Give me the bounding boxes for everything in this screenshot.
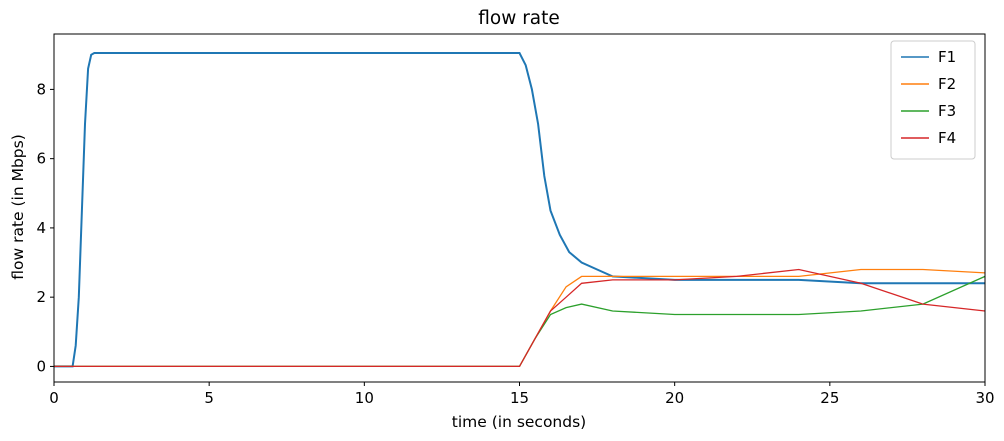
y-tick-label: 0 (36, 357, 46, 375)
y-axis: 0 2 4 6 8 (36, 80, 54, 375)
x-tick-label: 0 (49, 389, 59, 407)
chart-title: flow rate (478, 8, 560, 29)
x-tick-label: 15 (510, 389, 529, 407)
axes-frame (53, 33, 986, 383)
series-line-f3 (54, 275, 986, 368)
x-tick-label: 5 (204, 389, 214, 407)
y-axis-label: flow rate (in Mbps) (9, 134, 27, 280)
y-tick-label: 6 (36, 150, 46, 168)
legend-label-f3: F3 (938, 102, 956, 120)
series-line-f1 (54, 52, 985, 368)
x-tick-label: 30 (975, 389, 994, 407)
y-tick-label: 4 (36, 219, 46, 237)
series-line-f4 (54, 268, 986, 368)
legend-label-f2: F2 (938, 75, 956, 93)
x-axis-label: time (in seconds) (452, 413, 586, 431)
legend-box (890, 40, 976, 160)
y-tick-label: 8 (36, 80, 46, 98)
x-tick-label: 25 (820, 389, 839, 407)
legend-label-f4: F4 (938, 129, 956, 147)
x-axis: 0 5 10 15 20 25 30 (49, 382, 995, 407)
plot-area (54, 52, 986, 368)
y-tick-label: 2 (36, 288, 46, 306)
x-tick-label: 20 (665, 389, 684, 407)
legend-label-f1: F1 (938, 48, 956, 66)
series-line-f2 (54, 268, 986, 368)
x-tick-label: 10 (355, 389, 374, 407)
legend: F1 F2 F3 F4 (890, 40, 976, 160)
